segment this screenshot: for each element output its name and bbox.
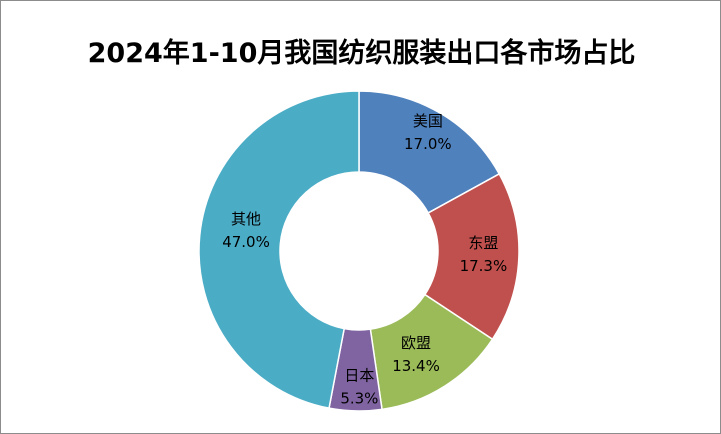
slice-name-label-3: 日本 <box>344 366 374 384</box>
slices-group <box>198 90 520 412</box>
slice-name-label-2: 欧盟 <box>401 334 431 352</box>
slice-value-label-0: 17.0% <box>404 135 452 153</box>
labels-group: 美国 17.0% 东盟 17.3% 欧盟 13.4% 日本 5.3% 其他 47.0% <box>222 112 507 407</box>
slice-name-label-4: 其他 <box>231 210 261 228</box>
slice-name-label-1: 东盟 <box>468 234 498 252</box>
chart-title: 2024年1-10月我国纺织服装出口各市场占比 <box>87 38 636 69</box>
slice-value-label-3: 5.3% <box>340 389 378 407</box>
slice-value-label-1: 17.3% <box>460 257 508 275</box>
slice-1 <box>423 172 520 341</box>
slice-0 <box>358 90 501 214</box>
slice-4 <box>198 90 360 410</box>
slice-name-label-0: 美国 <box>413 112 443 130</box>
slice-value-label-2: 13.4% <box>392 357 440 375</box>
slice-value-label-4: 47.0% <box>222 233 270 251</box>
